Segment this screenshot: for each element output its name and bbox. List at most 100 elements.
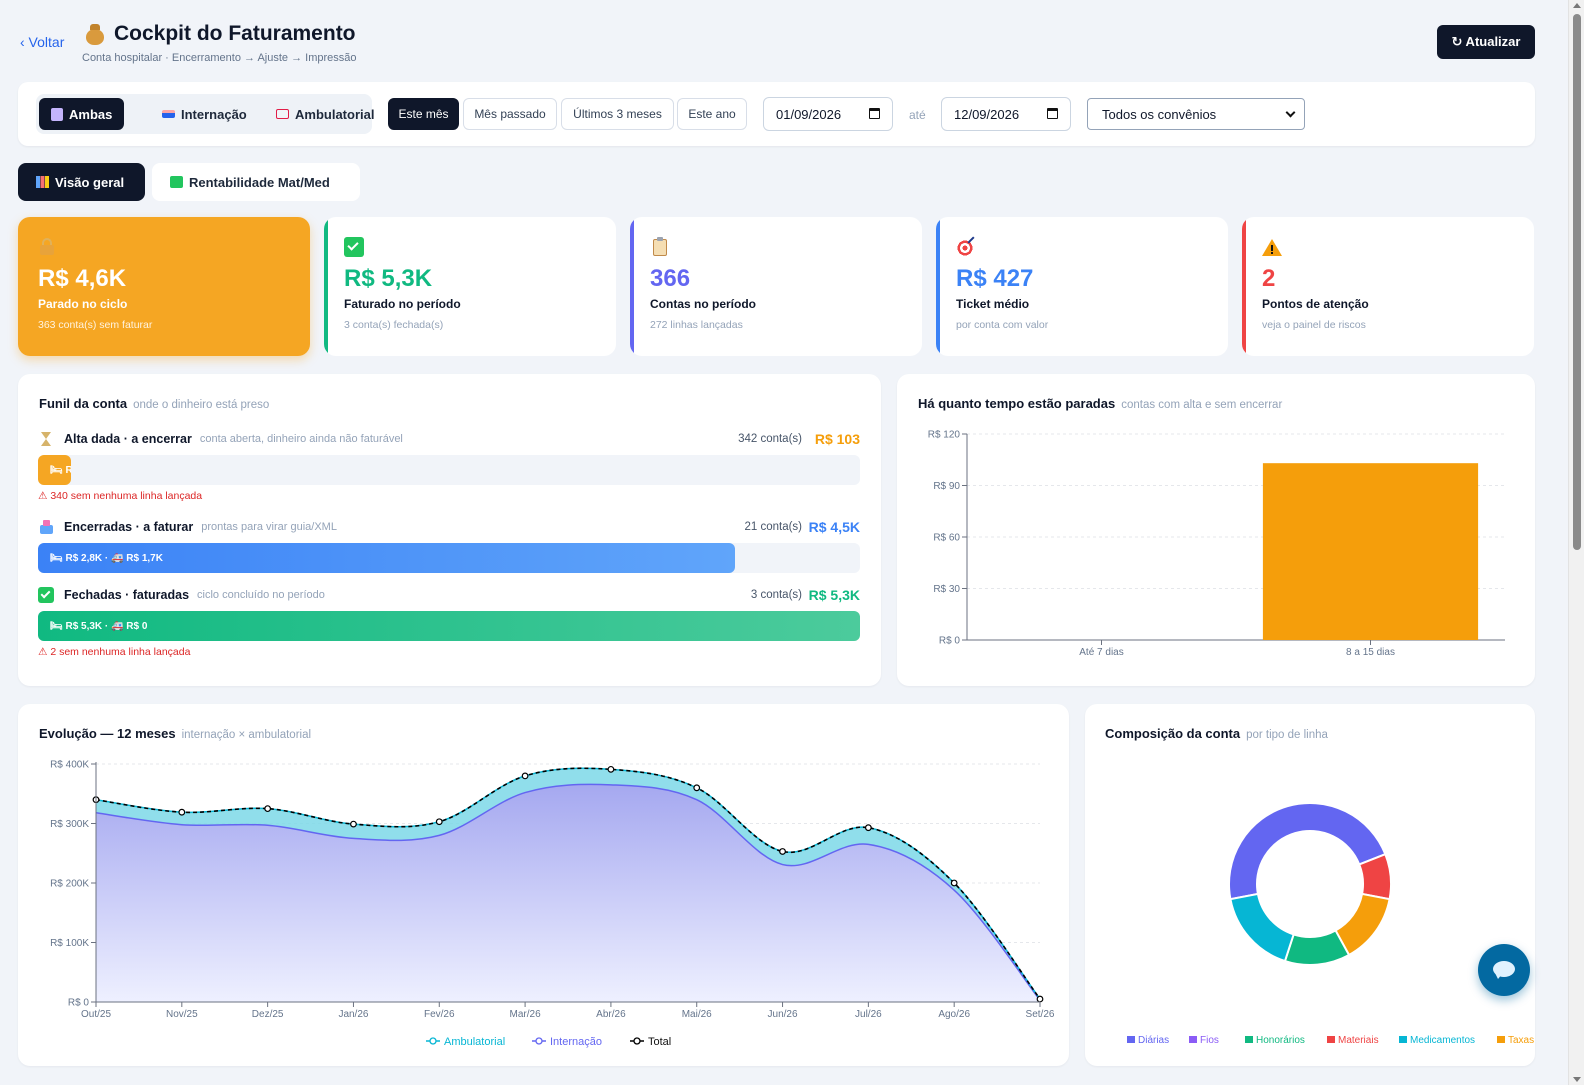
x-tick-label: Jan/26 xyxy=(338,1009,368,1020)
hospital-icon xyxy=(51,107,63,121)
scope-internacao-button[interactable]: Internação xyxy=(150,98,259,130)
back-link[interactable]: ‹ Voltar xyxy=(20,34,65,50)
area-internacao xyxy=(96,784,1040,1002)
y-tick-label: R$ 300K xyxy=(50,819,89,830)
funnel-warning: ⚠ 2 sem nenhuma linha lançada xyxy=(38,646,191,658)
kpi-label: Parado no ciclo xyxy=(38,297,128,311)
y-tick-label: R$ 400K xyxy=(50,760,89,771)
data-point-total xyxy=(521,772,529,780)
legend-label: Internação xyxy=(550,1036,602,1048)
page-scrollbar[interactable] xyxy=(1568,0,1584,1085)
legend-swatch xyxy=(1497,1036,1505,1043)
date-from-input[interactable]: 01/09/2026 xyxy=(763,97,893,131)
period-este-mes-button[interactable]: Este mês xyxy=(388,98,459,130)
data-point-total xyxy=(950,879,958,887)
x-tick-label: Até 7 dias xyxy=(1079,647,1123,658)
refresh-button[interactable]: ↻ Atualizar xyxy=(1437,25,1535,59)
legend-label: Total xyxy=(648,1036,671,1048)
x-tick-label: Mai/26 xyxy=(682,1009,712,1020)
pie-slice xyxy=(1228,802,1387,901)
y-tick-label: R$ 60 xyxy=(933,533,960,544)
tab-visao-geral[interactable]: Visão geral xyxy=(18,163,145,201)
legend-marker xyxy=(633,1037,641,1045)
series-line-internacao xyxy=(95,783,1041,1001)
calendar-icon[interactable] xyxy=(869,108,880,119)
check-icon xyxy=(38,587,54,603)
kpi-sub: 3 conta(s) fechada(s) xyxy=(344,319,444,331)
funnel-fill-bar: 🛏 R$ 2,8K · 🚑 R$ 1,7K xyxy=(38,543,736,573)
scope-ambas-button[interactable]: Ambas xyxy=(39,98,125,130)
calendar-icon[interactable] xyxy=(1047,108,1058,119)
kpi-sub: por conta com valor xyxy=(956,319,1049,331)
scope-ambulatorial-button[interactable]: Ambulatorial xyxy=(264,98,386,130)
kpi-card-contas: 366 Contas no período 272 linhas lançada… xyxy=(630,217,922,356)
composition-title: Composição da conta por tipo de linha xyxy=(1105,726,1328,741)
aging-card: Há quanto tempo estão paradas contas com … xyxy=(897,374,1535,686)
funnel-stage: Encerradas · a faturar prontas para vira… xyxy=(38,517,860,573)
warning-icon xyxy=(1262,237,1282,257)
composition-donut-chart: Diárias Fios Honorários Materiais Medicament… xyxy=(1127,802,1534,1046)
x-tick-label: Nov/25 xyxy=(166,1009,198,1020)
check-icon xyxy=(344,237,364,257)
kpi-label: Contas no período xyxy=(650,297,756,311)
period-este-ano-button[interactable]: Este ano xyxy=(677,98,747,130)
page-title: Cockpit do Faturamento xyxy=(84,22,356,46)
y-tick-label: R$ 0 xyxy=(939,636,961,647)
kpi-value: R$ 427 xyxy=(956,265,1034,292)
kpi-label: Ticket médio xyxy=(956,297,1030,311)
funnel-track: 🛏 R$ 0 · 🚑 R$ 103 xyxy=(38,455,860,485)
kpi-label: Pontos de atenção xyxy=(1262,297,1369,311)
date-to-input[interactable]: 12/09/2026 xyxy=(941,97,1071,131)
data-point-total xyxy=(864,824,872,832)
kpi-card-parado: R$ 4,6K Parado no ciclo 363 conta(s) sem… xyxy=(18,217,310,356)
trend-chart-icon xyxy=(170,176,183,188)
kpi-value: 2 xyxy=(1262,265,1276,292)
period-mes-passado-button[interactable]: Mês passado xyxy=(463,98,557,130)
x-tick-label: Jun/26 xyxy=(768,1009,798,1020)
hourglass-icon xyxy=(38,431,54,447)
x-tick-label: 8 a 15 dias xyxy=(1346,647,1395,658)
x-tick-label: Abr/26 xyxy=(596,1009,626,1020)
legend-label: Taxas xyxy=(1508,1035,1534,1046)
page-title-text: Cockpit do Faturamento xyxy=(114,22,356,45)
kpi-sub: 272 linhas lançadas xyxy=(650,319,743,331)
money-bag-icon xyxy=(84,23,106,45)
tab-rentabilidade[interactable]: Rentabilidade Mat/Med xyxy=(152,163,360,201)
legend-swatch xyxy=(1327,1036,1335,1043)
funnel-warning: ⚠ 340 sem nenhuma linha lançada xyxy=(38,490,203,502)
data-point-total xyxy=(435,818,443,826)
date-range-separator: até xyxy=(909,108,926,122)
funnel-stage: Alta dada · a encerrar conta aberta, din… xyxy=(38,431,860,502)
period-ultimos-3-meses-button[interactable]: Últimos 3 meses xyxy=(561,98,674,130)
target-icon xyxy=(956,236,976,257)
funnel-card: Funil da conta onde o dinheiro está preso… xyxy=(18,374,881,686)
data-point-total xyxy=(607,765,615,773)
data-point-total xyxy=(350,820,357,828)
chevron-down-icon xyxy=(1285,107,1296,118)
funnel-fill-bar: 🛏 R$ 5,3K · 🚑 R$ 0 xyxy=(38,611,860,641)
y-tick-label: R$ 120 xyxy=(928,430,961,441)
legend-label: Diárias xyxy=(1138,1035,1169,1046)
legend-swatch xyxy=(1127,1036,1135,1043)
data-point-total xyxy=(178,808,186,816)
x-tick-label: Jul/26 xyxy=(855,1009,882,1020)
pie-slice xyxy=(1283,929,1351,966)
kpi-card-atencao: 2 Pontos de atenção veja o painel de ris… xyxy=(1242,217,1534,356)
funnel-track: 🛏 R$ 5,3K · 🚑 R$ 0 xyxy=(38,611,860,641)
clipboard-icon xyxy=(650,237,670,257)
aging-title: Há quanto tempo estão paradas contas com … xyxy=(918,396,1283,411)
x-tick-label: Ago/26 xyxy=(938,1009,970,1020)
kpi-value: R$ 4,6K xyxy=(38,265,127,292)
legend-label: Materiais xyxy=(1338,1035,1379,1046)
kpi-sub: 363 conta(s) sem faturar xyxy=(38,319,153,331)
evolution-title: Evolução — 12 meses internação × ambulato… xyxy=(39,726,312,741)
scrollbar-thumb[interactable] xyxy=(1573,14,1581,550)
convenio-select[interactable]: Todos os convênios xyxy=(1087,98,1305,130)
legend-swatch xyxy=(1399,1036,1407,1043)
scroll-down-arrow[interactable] xyxy=(1573,1077,1581,1082)
scroll-up-arrow[interactable] xyxy=(1573,3,1581,8)
inbox-icon xyxy=(38,519,54,535)
evolution-card: Evolução — 12 meses internação × ambulato… xyxy=(18,704,1069,1066)
chat-button[interactable] xyxy=(1478,944,1530,996)
legend-label: Honorários xyxy=(1256,1035,1305,1046)
